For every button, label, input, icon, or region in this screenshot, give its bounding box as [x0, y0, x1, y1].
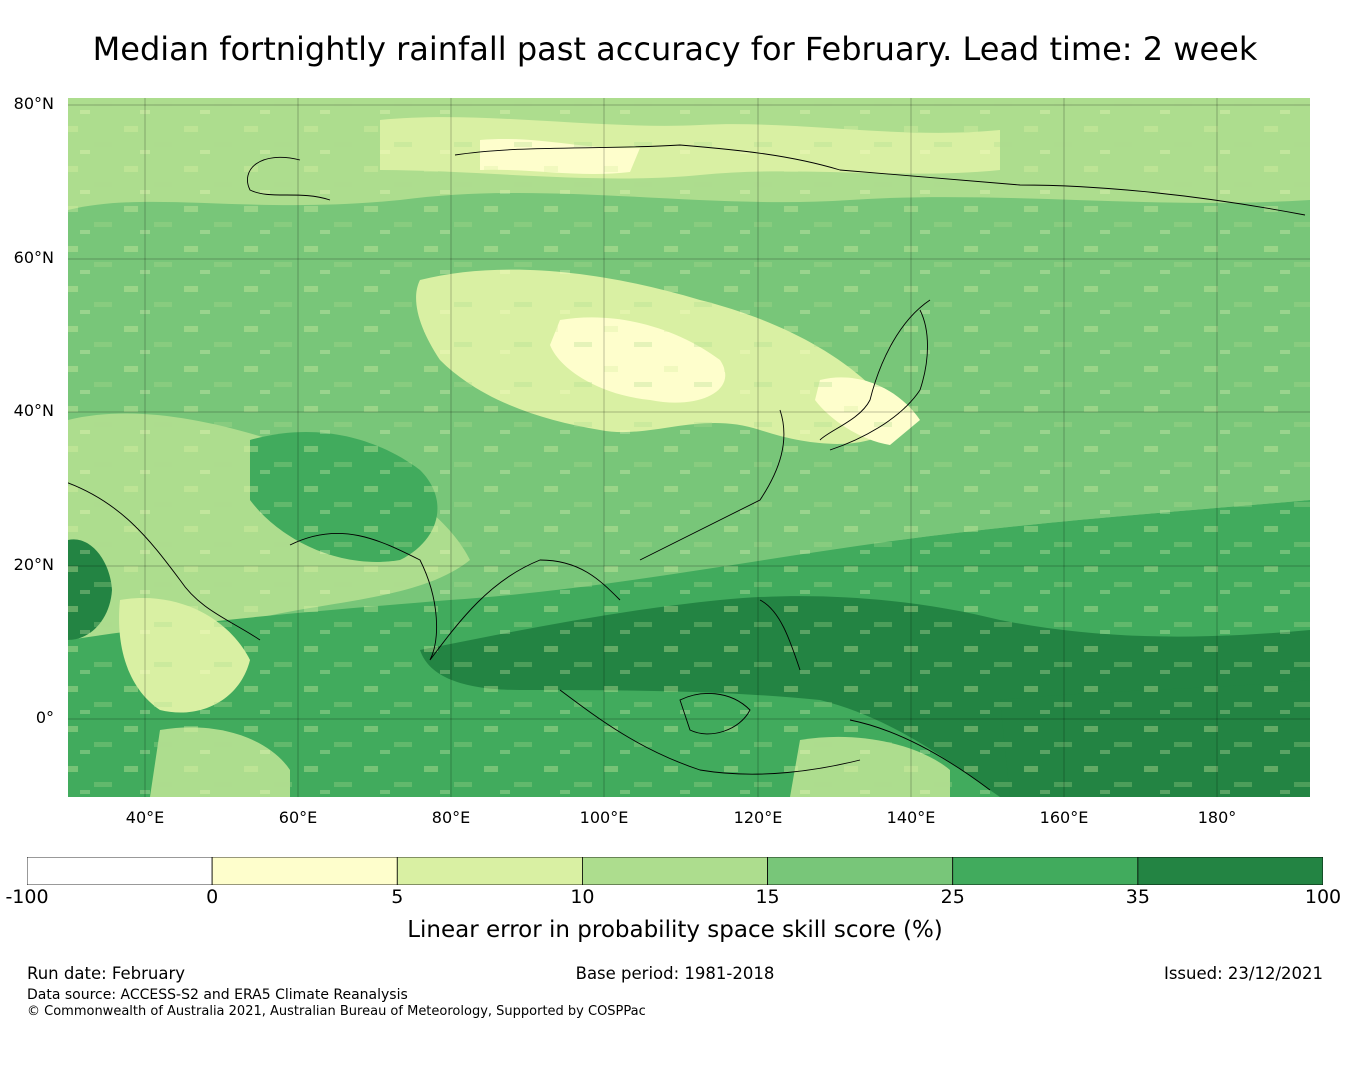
colorbar-tick-label: 0 — [206, 886, 219, 908]
colorbar-segment — [582, 857, 768, 885]
colorbar-tick-label: 25 — [940, 886, 965, 908]
lat-label: 20°N — [13, 555, 54, 574]
lon-label: 160°E — [1039, 808, 1089, 827]
map-field — [68, 98, 1310, 797]
coastlines — [68, 144, 1306, 791]
colorbar-segment — [211, 857, 398, 885]
colorbar-tick-label: 10 — [570, 886, 595, 908]
lon-label: 120°E — [733, 808, 783, 827]
run-date: Run date: February — [27, 964, 186, 983]
colorbar-tick-label: 5 — [391, 886, 404, 908]
base-period: Base period: 1981-2018 — [575, 964, 775, 983]
issued-date: Issued: 23/12/2021 — [1163, 964, 1323, 983]
lon-label: 60°E — [278, 808, 318, 827]
lat-label: 0° — [35, 708, 54, 727]
lon-label: 100°E — [579, 808, 629, 827]
colorbar-tick-label: 15 — [755, 886, 780, 908]
colorbar-tick-label: -100 — [5, 886, 49, 908]
colorbar-tick-label: 35 — [1125, 886, 1150, 908]
data-source: Data source: ACCESS-S2 and ERA5 Climate … — [27, 987, 408, 1003]
gridlines — [68, 98, 1310, 797]
colorbar-tick-label: 100 — [1304, 886, 1342, 908]
colorbar-segment — [396, 857, 583, 885]
lat-label: 40°N — [13, 401, 54, 420]
lat-label: 80°N — [13, 94, 54, 113]
copyright: © Commonwealth of Australia 2021, Austra… — [27, 1004, 646, 1019]
colorbar-segment — [1137, 857, 1323, 885]
colorbar-segment — [27, 857, 213, 885]
map-title: Median fortnightly rainfall past accurac… — [92, 30, 1258, 68]
lon-label: 180° — [1197, 808, 1237, 827]
lon-label: 140°E — [886, 808, 936, 827]
colorbar-segment — [952, 857, 1139, 885]
colorbar — [27, 857, 1323, 885]
lon-label: 40°E — [125, 808, 165, 827]
lat-label: 60°N — [13, 248, 54, 267]
colorbar-label: Linear error in probability space skill … — [407, 917, 943, 943]
lon-label: 80°E — [431, 808, 471, 827]
colorbar-segment — [767, 857, 954, 885]
